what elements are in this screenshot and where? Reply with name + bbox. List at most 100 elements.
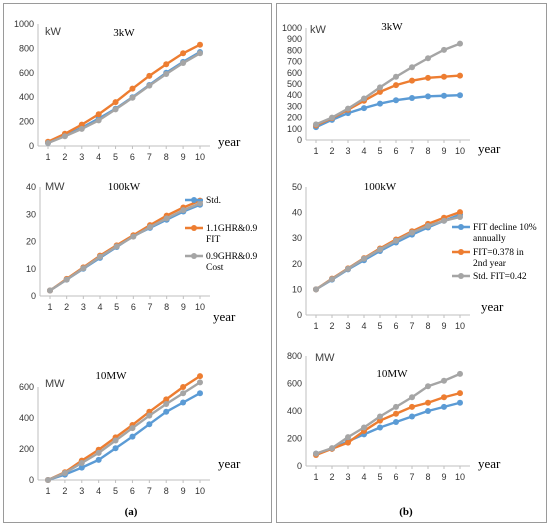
legend-entry-text: 0.9GHR&0.9 xyxy=(206,252,257,262)
data-point xyxy=(345,265,351,272)
x-tick-label: 9 xyxy=(441,146,446,156)
data-point xyxy=(409,77,415,84)
data-point xyxy=(61,133,68,140)
series-line-3 xyxy=(315,215,461,291)
data-point xyxy=(180,60,187,67)
data-point xyxy=(97,253,103,260)
data-point xyxy=(130,233,137,240)
data-point xyxy=(457,399,463,406)
x-tick-label: 10 xyxy=(455,472,465,482)
x-tick-label: 7 xyxy=(147,302,152,312)
data-point xyxy=(441,217,447,224)
legend-swatch-marker xyxy=(458,224,464,230)
series-line-1 xyxy=(315,94,461,129)
data-point xyxy=(129,425,136,432)
series-line-3 xyxy=(315,42,461,126)
chart-title: 3kW xyxy=(381,21,403,33)
unit-label: MW xyxy=(45,181,65,193)
data-point xyxy=(409,95,415,101)
y-tick-label: 1000 xyxy=(14,19,34,29)
y-tick-label: 800 xyxy=(287,351,302,361)
y-tick-label: 300 xyxy=(287,101,302,111)
legend-entry-text: 2nd year xyxy=(473,259,507,269)
data-point xyxy=(393,237,399,244)
x-tick-label: 5 xyxy=(114,302,119,312)
chart-b2: 0 10 20 30 40 50 1 2 3 4 5 6 7 8 9 10 100kW year FIT decli… xyxy=(292,181,537,331)
chart-a3: 0 200 400 600 1 2 3 4 5 6 7 8 9 10 10MW MW year xyxy=(19,370,241,496)
y-tick-label: 200 xyxy=(19,444,34,454)
data-point xyxy=(457,213,463,220)
legend-entry-text: FIT decline 10% xyxy=(473,223,537,233)
data-point xyxy=(457,390,463,397)
x-tick-label: 7 xyxy=(147,152,152,162)
x-tick-label: 5 xyxy=(377,472,382,482)
x-tick-label: 5 xyxy=(377,146,382,156)
data-point xyxy=(441,403,447,410)
y-tick-label: 0 xyxy=(29,141,34,151)
data-point xyxy=(78,125,85,132)
x-tick-label: 6 xyxy=(393,472,398,482)
x-tick-label: 6 xyxy=(393,321,398,331)
data-point xyxy=(45,139,51,146)
series-line-3 xyxy=(49,202,201,292)
data-point xyxy=(95,117,102,124)
panel-label-a: (a) xyxy=(124,506,138,518)
y-tick-label: 600 xyxy=(19,68,34,78)
legend-entry-text: Std. FIT=0.42 xyxy=(473,272,527,282)
data-point xyxy=(163,61,170,68)
x-tick-label: 10 xyxy=(455,146,465,156)
data-point xyxy=(393,73,399,80)
data-point xyxy=(313,121,319,128)
chart-title: 10MW xyxy=(376,368,408,380)
y-tick-label: 30 xyxy=(26,209,36,219)
data-point xyxy=(146,72,153,79)
x-tick-label: 2 xyxy=(62,152,67,162)
data-point xyxy=(409,394,415,401)
chart-title: 100kW xyxy=(364,181,397,193)
y-tick-label: 0 xyxy=(31,291,36,301)
x-axis-label: year xyxy=(478,456,501,471)
y-tick-label: 400 xyxy=(287,90,302,100)
data-point xyxy=(329,445,335,452)
y-tick-label: 0 xyxy=(29,475,34,485)
data-point xyxy=(47,287,53,294)
data-point xyxy=(345,434,351,441)
data-point xyxy=(197,390,203,397)
x-tick-label: 4 xyxy=(361,321,366,331)
x-tick-label: 4 xyxy=(97,302,102,312)
y-tick-label: 800 xyxy=(287,45,302,55)
x-tick-label: 7 xyxy=(147,486,152,496)
series-line-2 xyxy=(315,391,461,457)
chart-title: 100kW xyxy=(108,181,141,193)
y-tick-label: 200 xyxy=(287,434,302,444)
data-point xyxy=(361,255,367,262)
series-line-2 xyxy=(47,375,201,482)
data-point xyxy=(425,222,431,229)
x-tick-label: 3 xyxy=(345,146,350,156)
x-axis-label: year xyxy=(213,309,236,324)
x-axis-label: year xyxy=(481,299,504,314)
x-tick-label: 6 xyxy=(130,486,135,496)
series-line-1 xyxy=(315,213,461,291)
x-tick-label: 2 xyxy=(329,321,334,331)
data-point xyxy=(78,464,85,471)
data-point xyxy=(180,390,187,397)
data-point xyxy=(393,403,399,410)
data-point xyxy=(345,105,351,112)
data-point xyxy=(393,419,399,425)
data-point xyxy=(409,229,415,236)
data-point xyxy=(377,413,383,420)
x-tick-label: 7 xyxy=(409,146,414,156)
y-tick-label: 0 xyxy=(297,310,302,320)
legend-swatch-marker xyxy=(458,273,464,279)
data-point xyxy=(63,276,70,283)
data-point xyxy=(377,417,383,424)
data-point xyxy=(393,410,399,417)
x-tick-label: 8 xyxy=(425,321,430,331)
x-tick-label: 1 xyxy=(47,302,52,312)
y-tick-label: 100 xyxy=(287,124,302,134)
data-point xyxy=(147,224,153,231)
data-point xyxy=(112,437,119,444)
legend-entry-text: FIT xyxy=(206,235,220,245)
